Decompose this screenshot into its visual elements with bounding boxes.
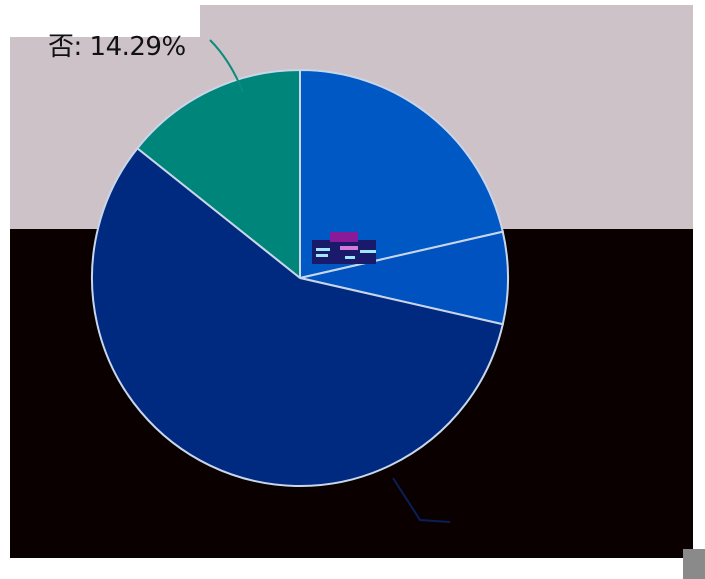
pie-slices — [91, 68, 509, 487]
pie-slice-3[interactable] — [91, 146, 504, 487]
data-label-slice-0: 否: 14.29% — [48, 32, 186, 62]
leader-line-bottom — [392, 477, 451, 523]
glitch-artifact — [312, 232, 376, 264]
corner-block — [683, 549, 705, 579]
pie-slice-0[interactable] — [135, 68, 301, 281]
pie-slice-1[interactable] — [299, 68, 504, 280]
leader-line-top — [209, 39, 244, 93]
white-gap — [10, 5, 200, 37]
